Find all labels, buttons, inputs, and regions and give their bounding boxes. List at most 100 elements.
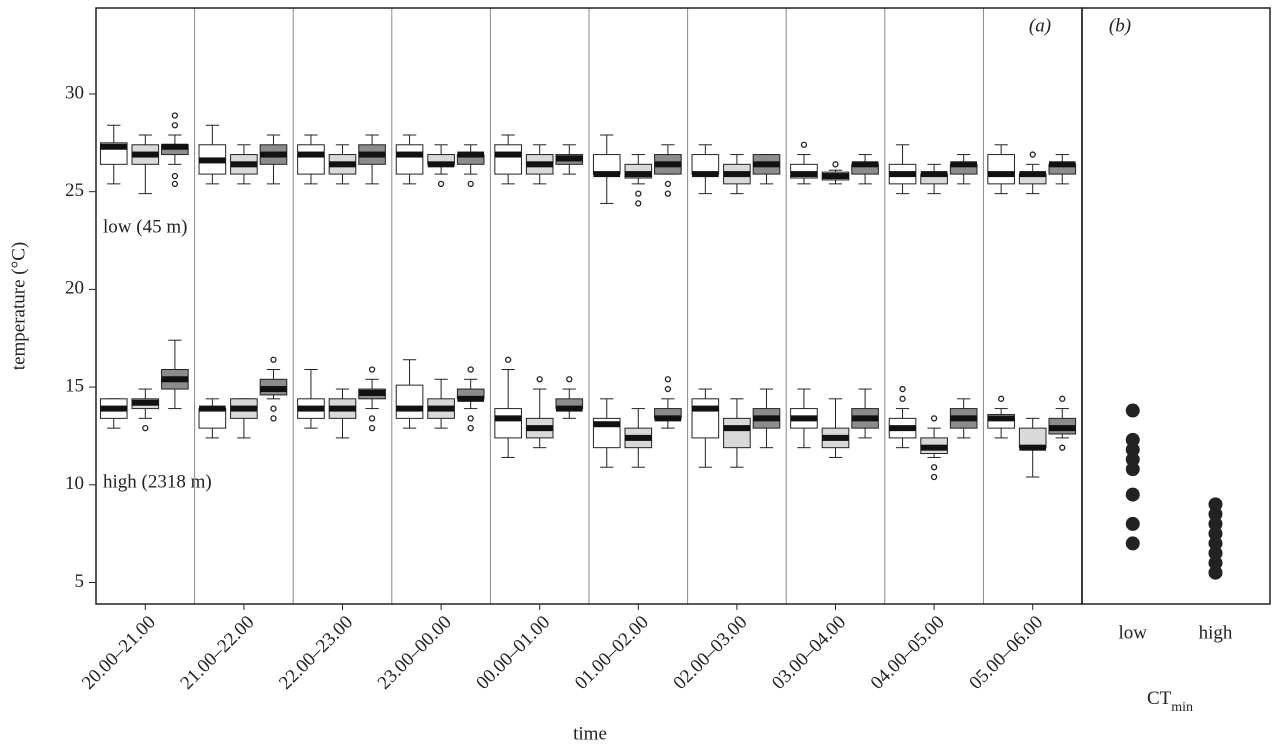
x-tick-label: 21.00–22.00 bbox=[176, 612, 258, 694]
median bbox=[396, 151, 423, 158]
median bbox=[624, 434, 652, 441]
median bbox=[654, 415, 682, 422]
box bbox=[987, 154, 1015, 185]
median bbox=[555, 155, 583, 162]
x-tick-label: 00.00–01.00 bbox=[472, 612, 554, 694]
median bbox=[131, 151, 159, 158]
median bbox=[230, 161, 258, 168]
median bbox=[950, 161, 977, 168]
outlier bbox=[270, 356, 277, 363]
y-tick-label: 25 bbox=[65, 180, 84, 201]
median bbox=[555, 405, 583, 412]
outlier bbox=[930, 415, 938, 422]
outlier bbox=[1059, 395, 1066, 402]
median bbox=[260, 151, 287, 158]
outlier bbox=[635, 200, 642, 207]
median bbox=[851, 415, 879, 422]
outlier bbox=[930, 473, 938, 481]
median bbox=[1019, 171, 1047, 178]
median bbox=[753, 415, 780, 422]
outlier bbox=[997, 395, 1005, 402]
y-axis-label: temperature (°C) bbox=[8, 242, 29, 370]
x-tick-label: 04.00–05.00 bbox=[867, 612, 949, 694]
outlier bbox=[664, 190, 672, 197]
x-tick-label: 05.00–06.00 bbox=[965, 612, 1047, 694]
x-tick-label: low bbox=[1119, 622, 1148, 643]
median bbox=[297, 151, 325, 158]
median bbox=[427, 161, 455, 168]
outlier bbox=[800, 141, 808, 148]
outlier bbox=[467, 366, 474, 373]
median bbox=[822, 173, 849, 180]
median bbox=[161, 376, 189, 383]
median bbox=[100, 405, 128, 412]
x-tick-label: 01.00–02.00 bbox=[571, 612, 653, 694]
outlier bbox=[664, 180, 672, 188]
median bbox=[987, 415, 1015, 422]
median bbox=[1019, 444, 1047, 451]
median bbox=[260, 386, 287, 393]
y-tick-label: 30 bbox=[65, 82, 84, 103]
outlier bbox=[368, 415, 376, 422]
box bbox=[395, 384, 424, 419]
median bbox=[723, 171, 751, 178]
point bbox=[1125, 462, 1140, 477]
x-tick-label: 22.00–23.00 bbox=[275, 612, 357, 694]
box bbox=[494, 144, 522, 175]
outlier bbox=[437, 180, 445, 188]
x-axis-label-sub: min bbox=[1171, 700, 1193, 715]
median bbox=[692, 171, 719, 178]
y-tick-label: 5 bbox=[75, 571, 85, 592]
x-tick-label: 20.00–21.00 bbox=[78, 612, 160, 694]
median bbox=[654, 161, 682, 168]
point bbox=[1208, 555, 1223, 570]
outlier bbox=[664, 385, 672, 393]
median bbox=[920, 171, 948, 178]
point bbox=[1208, 497, 1223, 512]
median bbox=[427, 405, 455, 412]
median bbox=[593, 171, 621, 178]
outlier bbox=[899, 385, 906, 393]
outlier bbox=[930, 464, 938, 471]
x-axis-label: CTmin bbox=[1147, 688, 1193, 715]
point bbox=[1208, 565, 1223, 580]
y-tick-label: 20 bbox=[65, 278, 84, 299]
median bbox=[1048, 425, 1076, 432]
x-axis-label-main: CT bbox=[1147, 688, 1172, 709]
point bbox=[1208, 507, 1223, 522]
outlier bbox=[171, 180, 179, 188]
median bbox=[358, 151, 386, 158]
outlier bbox=[142, 424, 149, 432]
outlier bbox=[171, 122, 179, 129]
box bbox=[395, 144, 424, 175]
outlier bbox=[171, 112, 179, 119]
median bbox=[920, 444, 948, 451]
median bbox=[297, 405, 325, 412]
median bbox=[1048, 161, 1076, 168]
median bbox=[889, 171, 916, 178]
outlier bbox=[270, 415, 277, 422]
group-label: high (2318 m) bbox=[103, 471, 212, 492]
median bbox=[131, 399, 159, 406]
outlier bbox=[899, 395, 906, 402]
outlier bbox=[368, 366, 376, 373]
group-label: low (45 m) bbox=[103, 216, 187, 237]
outlier bbox=[504, 356, 512, 363]
outlier bbox=[270, 405, 277, 412]
outlier bbox=[566, 376, 573, 383]
point bbox=[1125, 516, 1140, 531]
outlier bbox=[171, 172, 179, 180]
median bbox=[457, 395, 484, 402]
x-tick-label: high bbox=[1199, 622, 1233, 643]
point bbox=[1125, 442, 1140, 457]
point bbox=[1125, 536, 1140, 551]
median bbox=[723, 425, 751, 432]
median bbox=[329, 405, 356, 412]
median bbox=[851, 161, 879, 168]
outlier bbox=[635, 190, 642, 197]
median bbox=[396, 405, 423, 412]
median bbox=[822, 434, 849, 441]
outlier bbox=[467, 180, 474, 188]
median bbox=[199, 157, 226, 164]
